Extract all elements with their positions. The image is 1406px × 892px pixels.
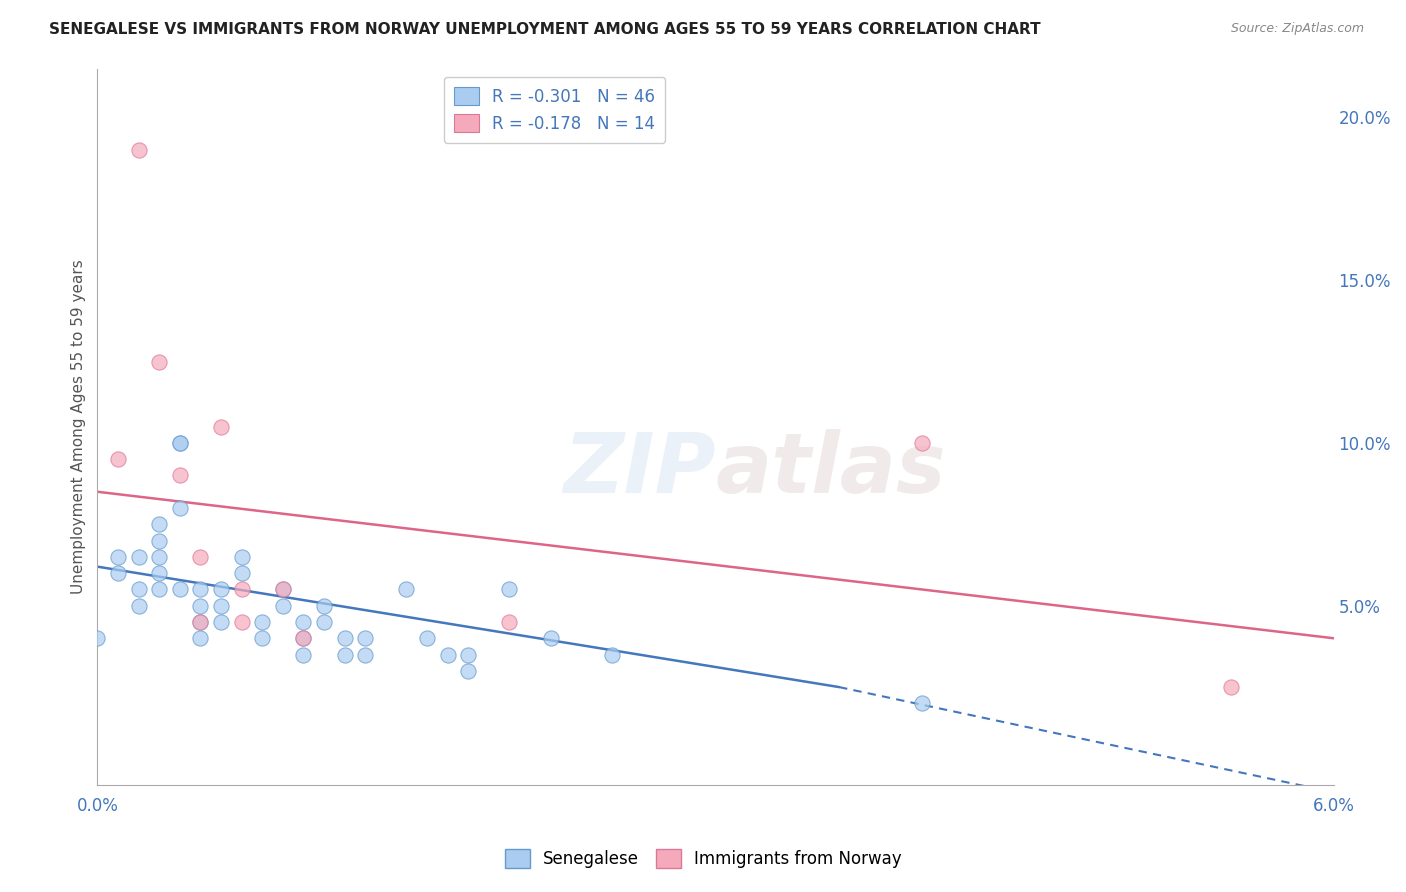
Point [910, 697, 932, 711]
Point [602, 648, 624, 662]
Point [231, 582, 253, 597]
Point [107, 452, 129, 467]
Point [169, 436, 191, 450]
Point [457, 648, 479, 662]
Point [128, 599, 150, 613]
Point [209, 582, 232, 597]
Point [271, 582, 294, 597]
Point [148, 533, 170, 548]
Point [271, 599, 294, 613]
Point [312, 599, 335, 613]
Point [190, 549, 212, 564]
Point [436, 648, 458, 662]
Point [209, 419, 232, 434]
Point [148, 517, 170, 532]
Point [457, 664, 479, 678]
Point [107, 549, 129, 564]
Point [148, 549, 170, 564]
Point [540, 632, 562, 646]
Point [250, 632, 273, 646]
Point [416, 632, 439, 646]
Text: Source: ZipAtlas.com: Source: ZipAtlas.com [1230, 22, 1364, 36]
Legend: R = -0.301   N = 46, R = -0.178   N = 14: R = -0.301 N = 46, R = -0.178 N = 14 [444, 77, 665, 143]
Text: SENEGALESE VS IMMIGRANTS FROM NORWAY UNEMPLOYMENT AMONG AGES 55 TO 59 YEARS CORR: SENEGALESE VS IMMIGRANTS FROM NORWAY UNE… [49, 22, 1040, 37]
Text: atlas: atlas [716, 429, 946, 510]
Legend: Senegalese, Immigrants from Norway: Senegalese, Immigrants from Norway [498, 843, 908, 875]
Point [498, 615, 520, 629]
Point [169, 436, 191, 450]
Point [292, 615, 315, 629]
Text: ZIP: ZIP [562, 429, 716, 510]
Point [148, 354, 170, 368]
Point [231, 549, 253, 564]
Point [128, 143, 150, 157]
Point [190, 582, 212, 597]
Point [128, 582, 150, 597]
Point [250, 615, 273, 629]
Point [395, 582, 418, 597]
Point [354, 648, 377, 662]
Point [333, 648, 356, 662]
Point [333, 632, 356, 646]
Point [498, 582, 520, 597]
Point [107, 566, 129, 581]
Point [231, 615, 253, 629]
Point [231, 566, 253, 581]
Point [292, 632, 315, 646]
Point [292, 648, 315, 662]
Point [169, 582, 191, 597]
Point [292, 632, 315, 646]
Point [209, 615, 232, 629]
Point [190, 615, 212, 629]
Point [354, 632, 377, 646]
Point [312, 615, 335, 629]
Point [86, 632, 108, 646]
Point [148, 582, 170, 597]
Point [271, 582, 294, 597]
Point [190, 599, 212, 613]
Y-axis label: Unemployment Among Ages 55 to 59 years: Unemployment Among Ages 55 to 59 years [72, 260, 86, 594]
Point [148, 566, 170, 581]
Point [169, 468, 191, 483]
Point [128, 549, 150, 564]
Point [190, 615, 212, 629]
Point [169, 501, 191, 516]
Point [910, 436, 932, 450]
Point [190, 632, 212, 646]
Point [209, 599, 232, 613]
Point [1219, 680, 1241, 694]
